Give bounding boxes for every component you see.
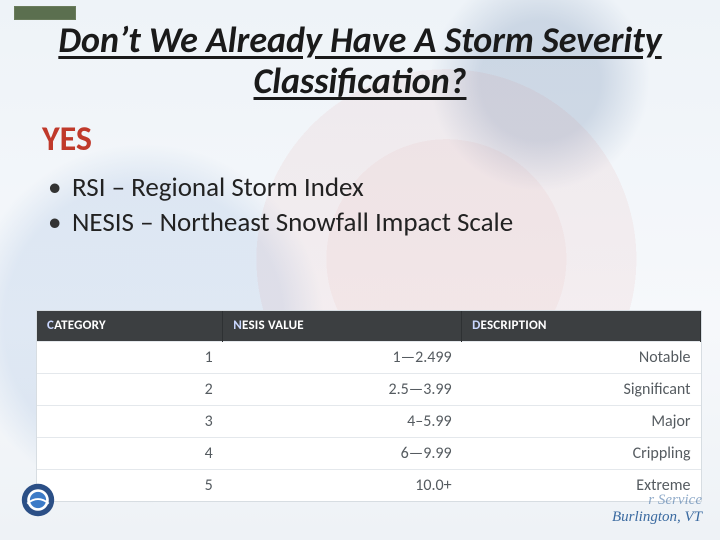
- col-description: DESCRIPTION: [462, 311, 701, 342]
- cell: 2: [37, 374, 223, 406]
- col-text: ESIS VALUE: [242, 318, 304, 333]
- cell: 2.5—3.99: [223, 374, 462, 406]
- cell: 4–5.99: [223, 406, 462, 438]
- table-row: 2 2.5—3.99 Significant: [37, 374, 701, 406]
- slide-title: Don’t We Already Have A Storm Severity C…: [40, 20, 680, 103]
- table-header-row: CATEGORY NESIS VALUE DESCRIPTION: [37, 311, 701, 342]
- col-nesis-value: NESIS VALUE: [223, 311, 462, 342]
- nesis-table-wrap: CATEGORY NESIS VALUE DESCRIPTION 1 1—2.4…: [36, 310, 702, 502]
- col-category: CATEGORY: [37, 311, 223, 342]
- cell: Crippling: [462, 438, 701, 470]
- cell: 4: [37, 438, 223, 470]
- footer: r Service Burlington, VT: [612, 492, 702, 527]
- noaa-badge-icon: [20, 482, 56, 518]
- cell: 5: [37, 470, 223, 502]
- footer-line-1: r Service: [612, 492, 702, 509]
- yes-label: YES: [42, 119, 680, 160]
- cell: 3: [37, 406, 223, 438]
- cell: Significant: [462, 374, 701, 406]
- cell: 6—9.99: [223, 438, 462, 470]
- cell: 10.0+: [223, 470, 462, 502]
- bullet-item: RSI – Regional Storm Index: [48, 170, 680, 205]
- cell: Notable: [462, 342, 701, 374]
- cell: 1: [37, 342, 223, 374]
- col-text: ATEGORY: [54, 318, 106, 333]
- table-body: 1 1—2.499 Notable 2 2.5—3.99 Significant…: [37, 342, 701, 502]
- footer-line-2: Burlington, VT: [612, 509, 702, 526]
- cell: 1—2.499: [223, 342, 462, 374]
- bullet-list: RSI – Regional Storm Index NESIS – North…: [48, 170, 680, 240]
- col-text: ESCRIPTION: [481, 318, 547, 333]
- bullet-item: NESIS – Northeast Snowfall Impact Scale: [48, 205, 680, 240]
- table-row: 4 6—9.99 Crippling: [37, 438, 701, 470]
- cell: Major: [462, 406, 701, 438]
- table-row: 5 10.0+ Extreme: [37, 470, 701, 502]
- nesis-table: CATEGORY NESIS VALUE DESCRIPTION 1 1—2.4…: [37, 311, 701, 501]
- table-row: 3 4–5.99 Major: [37, 406, 701, 438]
- table-row: 1 1—2.499 Notable: [37, 342, 701, 374]
